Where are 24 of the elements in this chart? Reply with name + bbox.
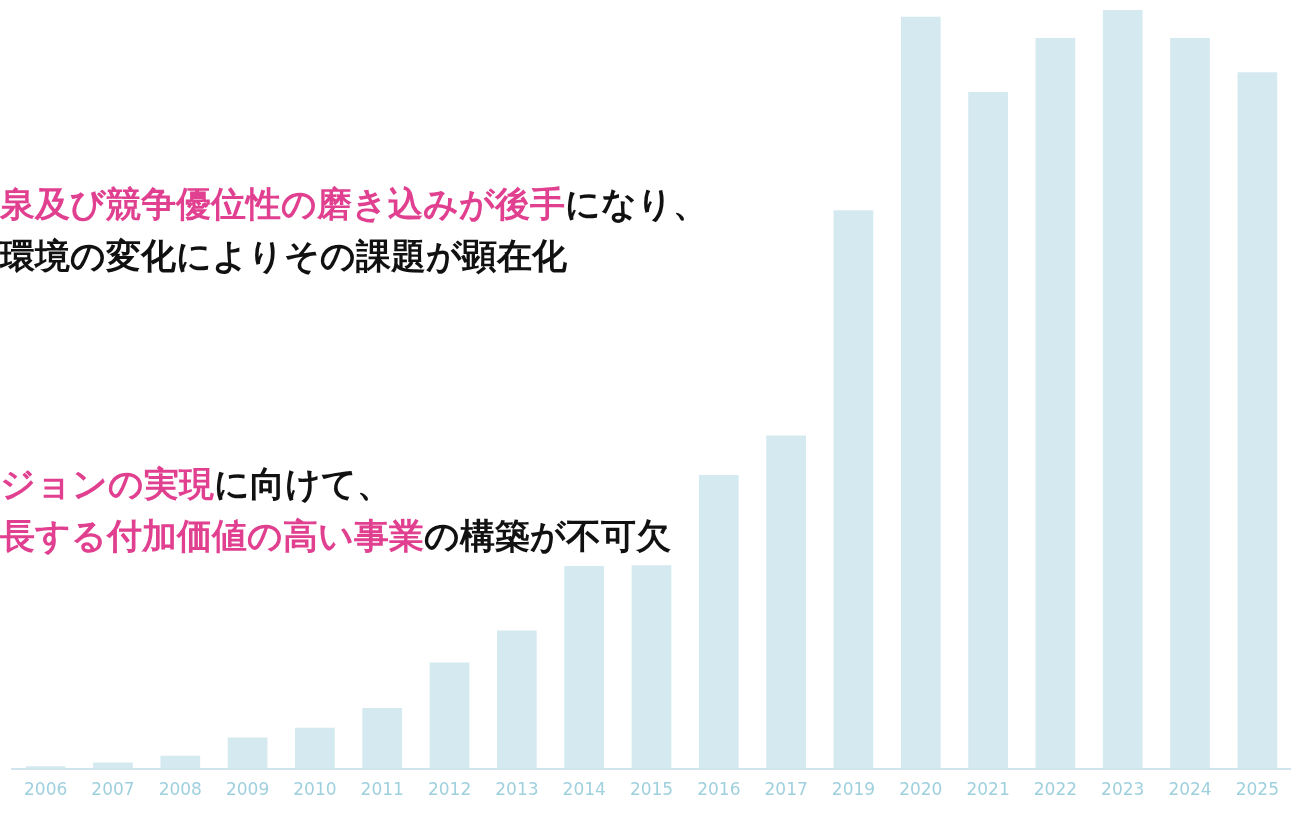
x-tick-label: 2016	[697, 779, 741, 800]
x-tick-label: 2017	[764, 779, 808, 800]
x-tick-label: 2023	[1101, 779, 1145, 800]
x-tick-label: 2024	[1168, 779, 1212, 800]
annotation: になり、	[565, 184, 708, 224]
annotation: 長する付加価値の高い事業	[0, 516, 424, 556]
x-tick-label: 2010	[293, 779, 337, 800]
x-tick-label: 2019	[831, 779, 876, 800]
x-tick-label: 2022	[1033, 779, 1078, 800]
annotation: の構築が不可欠	[424, 516, 671, 556]
x-tick-label: 2015	[629, 779, 674, 800]
x-tick-label: 2012	[427, 779, 472, 800]
x-tick-label: 2020	[899, 779, 943, 800]
x-tick-label: 2007	[91, 779, 135, 800]
x-tick-label: 2009	[225, 779, 270, 800]
annotation: ジョンの実現	[0, 464, 214, 504]
x-tick-label: 2006	[24, 779, 68, 800]
x-tick-label: 2008	[158, 779, 202, 800]
x-tick-label: 2014	[562, 779, 606, 800]
x-tick-label: 2021	[966, 779, 1010, 800]
x-tick-label: 2011	[360, 779, 404, 800]
x-tick-label: 2013	[495, 779, 539, 800]
x-tick-label: 2025	[1235, 779, 1279, 800]
annotation: に向けて、	[214, 464, 392, 504]
